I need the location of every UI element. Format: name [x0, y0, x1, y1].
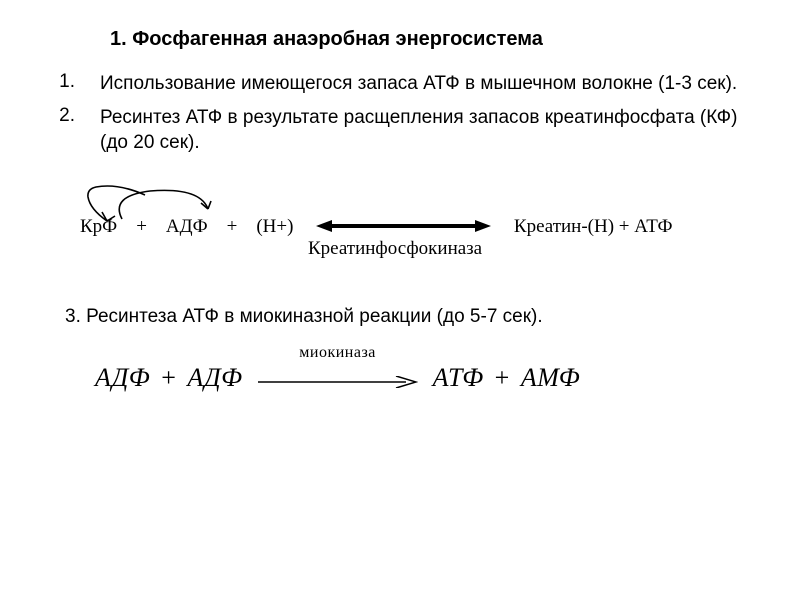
reactant-krf: КрФ: [80, 216, 117, 237]
plus-sign: +: [136, 216, 147, 237]
slide-title: 1. Фосфагенная анаэробная энергосистема: [110, 28, 760, 51]
list-item-3: 3. Ресинтеза АТФ в миокиназной реакции (…: [65, 306, 760, 328]
list-number-2: 2.: [40, 105, 100, 127]
reactant-adf: АДФ: [166, 216, 208, 237]
list-item-2: 2. Ресинтез АТФ в результате расщепления…: [40, 105, 760, 156]
reaction-1-container: КрФ + АДФ + (H+) Креатин-(Н) + АТФ Креат…: [40, 186, 760, 276]
plus-sign: +: [161, 363, 176, 392]
plus-sign: +: [227, 216, 238, 237]
product-creatine-atp: Креатин-(Н) + АТФ: [514, 216, 673, 237]
product-atp: АТФ: [433, 363, 484, 392]
enzyme-label-2: миокиназа: [299, 344, 376, 362]
reaction-1-equation: КрФ + АДФ + (H+) Креатин-(Н) + АТФ: [80, 216, 673, 239]
plus-sign: +: [495, 363, 510, 392]
reaction-2-container: АДФ + АДФ миокиназа АТФ + АМФ: [95, 363, 760, 423]
reaction-arrow-wrap: миокиназа: [258, 365, 418, 395]
enzyme-label-1: Креатинфосфокиназа: [308, 238, 482, 260]
list-text-1: Использование имеющегося запаса АТФ в мы…: [100, 71, 760, 97]
list-text-2: Ресинтез АТФ в результате расщепления за…: [100, 105, 760, 156]
product-amp: АМФ: [521, 363, 580, 392]
right-arrow-icon: [258, 376, 418, 388]
list-number-1: 1.: [40, 71, 100, 93]
reactant-adf-2: АДФ: [187, 363, 242, 392]
reactant-hplus: (H+): [256, 216, 293, 237]
bidirectional-arrow-icon: [316, 217, 491, 239]
reactant-adf-1: АДФ: [95, 363, 150, 392]
list-item-1: 1. Использование имеющегося запаса АТФ в…: [40, 71, 760, 97]
reaction-2-equation: АДФ + АДФ миокиназа АТФ + АМФ: [95, 363, 760, 395]
